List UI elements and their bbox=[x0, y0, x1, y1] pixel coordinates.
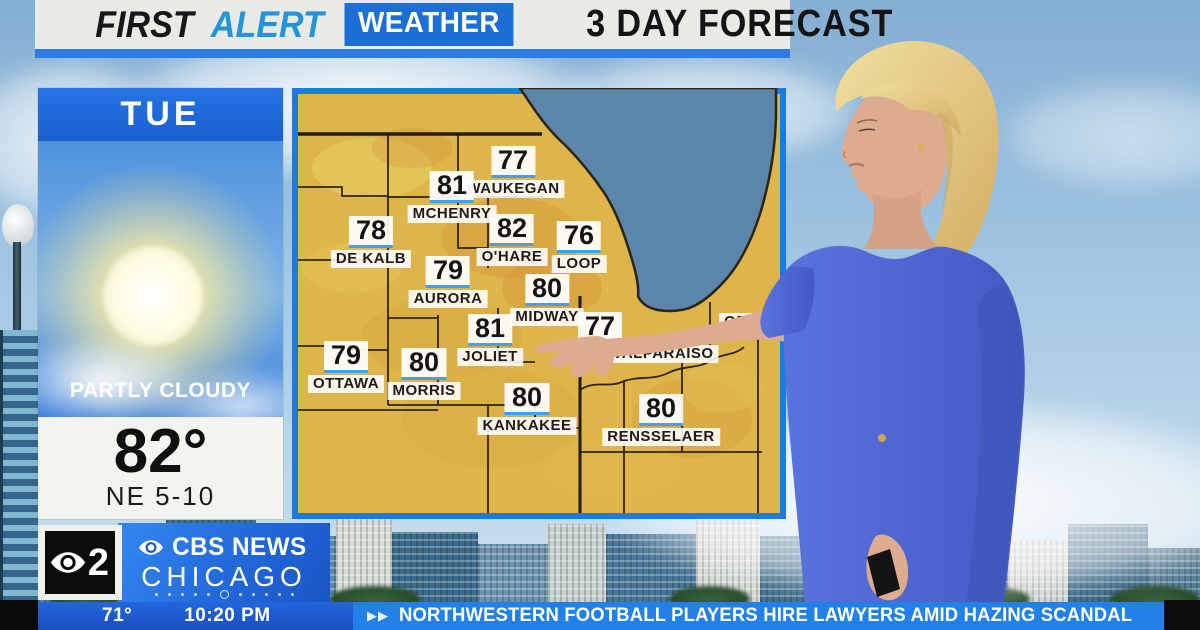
channel-number: 2 bbox=[87, 541, 110, 584]
show-banner: FIRST ALERT WEATHER 3 DAY FORECAST bbox=[35, 0, 892, 49]
brand-weather: WEATHER bbox=[344, 3, 513, 46]
cloud bbox=[1000, 80, 1200, 190]
cbs2-logo: 2 bbox=[38, 525, 122, 600]
bar-corner-left bbox=[0, 600, 38, 630]
brand-first: FIRST bbox=[95, 3, 194, 45]
weather-map bbox=[292, 88, 786, 519]
presenter-hair bbox=[835, 40, 999, 275]
forecast-temp-box: 82° NE 5-10 bbox=[38, 417, 283, 519]
ticker-headline: NORTHWESTERN FOOTBALL PLAYERS HIRE LAWYE… bbox=[399, 605, 1133, 626]
presenter-neck bbox=[863, 189, 941, 249]
cbs-eye-icon bbox=[50, 552, 85, 573]
forecast-day-header: TUE bbox=[38, 88, 283, 141]
skyline-building bbox=[478, 544, 548, 604]
segment-title: 3 DAY FORECAST bbox=[585, 3, 893, 45]
pagination-dots bbox=[118, 590, 330, 599]
ticker-arrows-icon: ▶▶ bbox=[367, 608, 389, 623]
edge-building bbox=[0, 330, 38, 612]
earring bbox=[917, 143, 925, 151]
banner-accent-strip bbox=[35, 49, 790, 58]
forecast-day: TUE bbox=[120, 95, 201, 133]
forecast-condition: PARTLY CLOUDY bbox=[69, 379, 252, 402]
current-temperature: 71° bbox=[102, 605, 133, 626]
brand-alert: ALERT bbox=[210, 3, 324, 45]
skyline-building bbox=[548, 524, 606, 604]
forecast-wind: NE 5-10 bbox=[105, 481, 216, 512]
station-brand-block: CBS NEWS CHICAGO 2 bbox=[38, 523, 330, 602]
active-dot bbox=[219, 590, 229, 599]
bar-corner-right bbox=[1164, 600, 1200, 630]
studio-left-edge bbox=[0, 0, 38, 630]
forecast-sky-graphic: PARTLY CLOUDY bbox=[38, 141, 283, 417]
news-ticker: ▶▶ NORTHWESTERN FOOTBALL PLAYERS HIRE LA… bbox=[353, 602, 1164, 630]
network-name: CBS NEWS bbox=[172, 533, 307, 561]
presenter-hair-front bbox=[860, 81, 961, 137]
lamppost-globe bbox=[2, 204, 34, 248]
forecast-panel: TUE PARTLY CLOUDY 82° NE 5-10 bbox=[38, 88, 283, 519]
station-city: CHICAGO bbox=[141, 561, 307, 592]
sun-core bbox=[103, 246, 203, 346]
cbs-eye-icon bbox=[139, 540, 164, 555]
cbs-panel: CBS NEWS CHICAGO bbox=[118, 523, 330, 602]
forecast-temperature: 82° bbox=[113, 416, 208, 486]
status-bar: 71° 10:20 PM bbox=[38, 602, 353, 630]
current-time: 10:20 PM bbox=[184, 605, 271, 626]
